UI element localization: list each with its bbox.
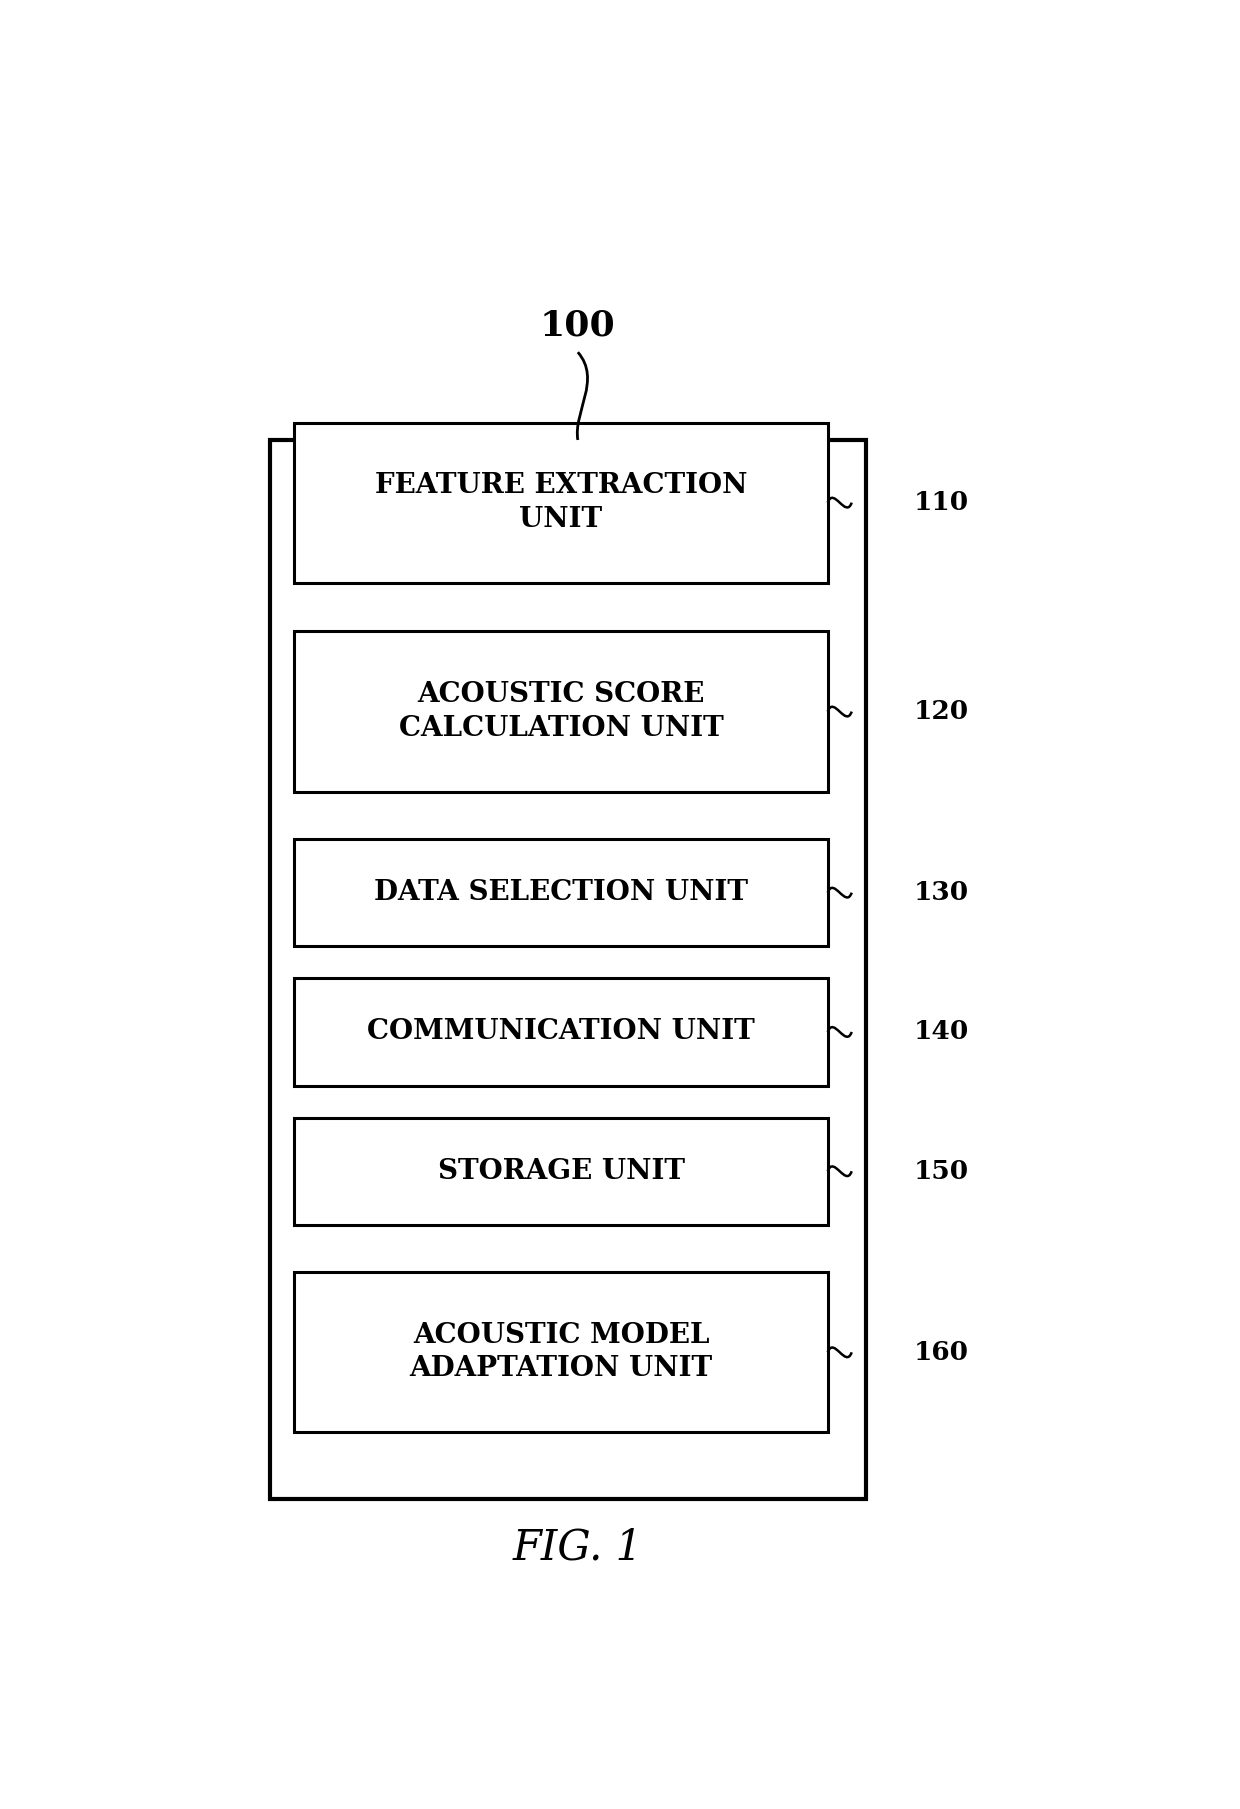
Bar <box>294 631 828 792</box>
Text: 110: 110 <box>914 490 970 516</box>
Text: 150: 150 <box>914 1160 970 1183</box>
Bar <box>294 1272 828 1433</box>
Text: FIG. 1: FIG. 1 <box>513 1527 642 1568</box>
Bar <box>294 979 828 1085</box>
Text: 160: 160 <box>914 1340 970 1364</box>
Bar <box>294 839 828 946</box>
Text: 130: 130 <box>914 881 970 904</box>
Bar <box>270 440 867 1498</box>
Bar <box>294 1118 828 1225</box>
Bar <box>294 423 828 582</box>
Text: ACOUSTIC SCORE
CALCULATION UNIT: ACOUSTIC SCORE CALCULATION UNIT <box>398 682 723 742</box>
Text: DATA SELECTION UNIT: DATA SELECTION UNIT <box>374 879 748 906</box>
Text: FEATURE EXTRACTION
UNIT: FEATURE EXTRACTION UNIT <box>374 472 748 534</box>
Text: ACOUSTIC MODEL
ADAPTATION UNIT: ACOUSTIC MODEL ADAPTATION UNIT <box>409 1322 713 1382</box>
Text: STORAGE UNIT: STORAGE UNIT <box>438 1158 684 1185</box>
Text: 120: 120 <box>914 698 970 724</box>
Text: 100: 100 <box>539 309 616 342</box>
Text: COMMUNICATION UNIT: COMMUNICATION UNIT <box>367 1018 755 1046</box>
Text: 140: 140 <box>914 1020 970 1044</box>
